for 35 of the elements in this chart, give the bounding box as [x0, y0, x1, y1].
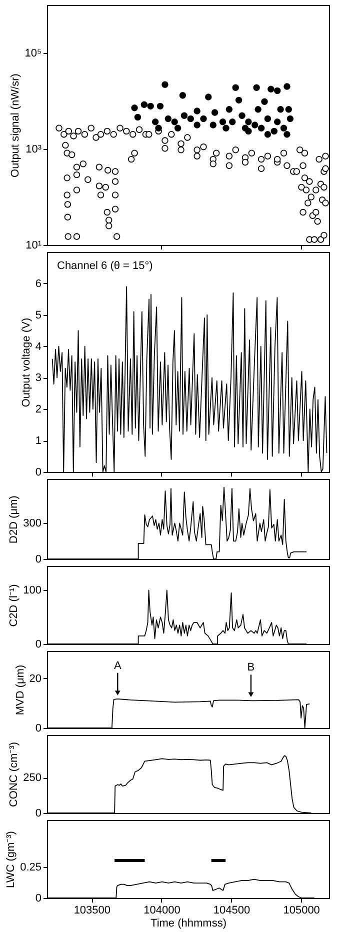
x-tick-label: 104000: [144, 904, 180, 916]
y-tick-label: 4: [35, 340, 42, 353]
x-tick-label: 105000: [283, 904, 320, 916]
y-tick-label: 0: [35, 892, 42, 904]
y-tick-label: 0: [35, 808, 42, 820]
x-axis-title: Time (hhmmss): [150, 918, 226, 930]
annotation: Channel 6 (θ = 15°): [57, 260, 153, 272]
y-tick-label: 10³: [26, 144, 42, 156]
y-tick-label: 6: [35, 278, 42, 290]
y-tick-label: 10¹: [26, 240, 42, 252]
y-tick-label: 0: [35, 722, 42, 734]
y-tick-label: 300: [23, 518, 42, 530]
y-tick-label: 0: [35, 638, 42, 650]
y-tick-label: 2: [35, 404, 42, 416]
y-tick-label: 10⁵: [24, 48, 42, 60]
y-axis-title: LWC (gm⁻³): [5, 831, 18, 888]
y-axis-title: CONC (cm⁻³): [8, 742, 20, 808]
y-axis-title: D2D (μm): [8, 496, 20, 544]
y-tick-label: 5: [35, 309, 42, 322]
y-tick-label: 0: [35, 554, 42, 566]
y-axis-title: Output voltage (V): [20, 318, 32, 408]
y-tick-label: 0: [35, 466, 42, 478]
annotation: A: [114, 660, 122, 672]
y-tick-label: 20: [29, 672, 42, 685]
y-tick-label: 1: [35, 435, 42, 448]
y-tick-label: 0.25: [20, 861, 42, 874]
y-axis-title: MVD (μm): [14, 664, 26, 716]
y-tick-label: 100: [23, 584, 42, 597]
y-tick-label: 3: [35, 372, 42, 384]
y-axis-title: C2D (l⁻¹): [8, 584, 20, 627]
x-tick-label: 103500: [74, 904, 111, 916]
y-axis-title: Output signal (nW/sr): [10, 74, 22, 178]
y-tick-label: 250: [23, 772, 42, 784]
x-tick-label: 104500: [213, 904, 250, 916]
annotation: B: [247, 662, 255, 674]
